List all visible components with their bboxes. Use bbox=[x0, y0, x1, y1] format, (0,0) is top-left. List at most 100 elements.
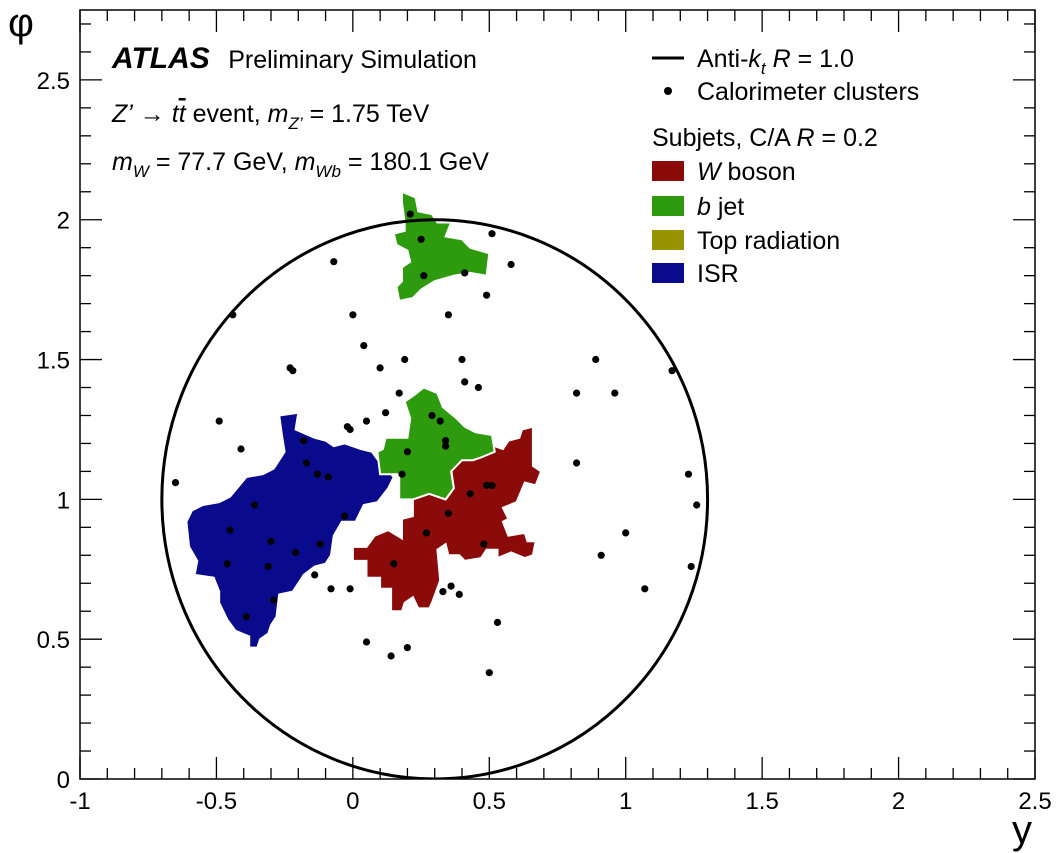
mwb-value: = 180.1 GeV bbox=[341, 148, 489, 176]
top-symbol: t bbox=[172, 100, 180, 128]
event-word: event, bbox=[186, 100, 268, 128]
cluster-point bbox=[215, 417, 223, 425]
cluster-point bbox=[687, 562, 695, 571]
legend-subjets-value: = 0.2 bbox=[815, 124, 878, 152]
cluster-point bbox=[346, 425, 354, 434]
cluster-point bbox=[444, 311, 452, 319]
cluster-point bbox=[480, 540, 488, 548]
cluster-point bbox=[242, 613, 250, 621]
cluster-point bbox=[420, 272, 428, 280]
cluster-point bbox=[346, 585, 354, 593]
cluster-point bbox=[251, 501, 259, 509]
y-tick-label: 1 bbox=[57, 487, 70, 514]
cluster-point bbox=[483, 481, 491, 489]
y-tick-label: 0.5 bbox=[37, 627, 70, 654]
legend-subjets-prefix: Subjets, C/A bbox=[652, 124, 797, 152]
svg-text:b jet: b jet bbox=[697, 193, 744, 221]
cluster-point bbox=[455, 590, 463, 599]
atlas-label: ATLAS Preliminary Simulation Z’ → tt eve… bbox=[111, 42, 489, 181]
cluster-point bbox=[330, 258, 338, 266]
y-tick-label: 2.5 bbox=[37, 68, 70, 95]
cluster-point bbox=[592, 355, 600, 364]
x-tick-label: -0.5 bbox=[196, 788, 237, 815]
mw-value: = 77.7 GeV, bbox=[149, 148, 295, 176]
mwb-symbol: m bbox=[295, 148, 316, 176]
x-tick-label: 1.5 bbox=[745, 788, 778, 815]
legend-w-label: boson bbox=[721, 158, 796, 186]
plot-frame bbox=[79, 9, 1036, 780]
cluster-point bbox=[493, 618, 502, 627]
legend-antikt-prefix: Anti- bbox=[697, 45, 748, 73]
cluster-point bbox=[387, 652, 395, 660]
cluster-point bbox=[488, 481, 496, 489]
x-axis-title: y bbox=[1012, 808, 1032, 852]
cluster-point bbox=[442, 442, 450, 450]
x-tick-label: 0.5 bbox=[473, 788, 506, 815]
cluster-point bbox=[267, 537, 275, 545]
cluster-point bbox=[485, 669, 493, 677]
mw-subscript: W bbox=[133, 162, 151, 181]
cluster-point bbox=[406, 210, 414, 218]
cluster-point bbox=[223, 560, 231, 568]
legend-b-swatch bbox=[652, 196, 684, 216]
legend-entry-top-radiation: Top radiation bbox=[652, 227, 840, 255]
cluster-point bbox=[461, 378, 469, 386]
cluster-point bbox=[398, 470, 406, 478]
cluster-point bbox=[292, 548, 300, 557]
cluster-point bbox=[300, 437, 308, 445]
zprime-mass-value: = 1.75 TeV bbox=[303, 100, 430, 128]
legend-entry-w-boson: W boson bbox=[652, 158, 796, 186]
cluster-point bbox=[668, 367, 676, 375]
cluster-point bbox=[474, 383, 482, 392]
cluster-point bbox=[483, 291, 491, 299]
mass-subscript: Z’ bbox=[287, 114, 302, 133]
cluster-point bbox=[362, 417, 371, 425]
legend-w-swatch bbox=[652, 161, 684, 181]
legend-entry-b-jet: b jet bbox=[652, 193, 744, 221]
zprime-symbol: Z’ bbox=[111, 100, 133, 128]
cluster-point bbox=[439, 588, 447, 596]
cluster-point bbox=[395, 389, 403, 397]
cluster-point bbox=[316, 540, 324, 548]
cluster-point bbox=[573, 459, 581, 467]
cluster-point bbox=[324, 473, 332, 481]
cluster-point bbox=[507, 260, 515, 269]
legend-k-subscript: t bbox=[761, 59, 767, 78]
x-tick-label: 0 bbox=[346, 788, 359, 815]
legend-isr-label: ISR bbox=[697, 260, 739, 288]
x-tick-label: 2 bbox=[892, 788, 905, 815]
region-isr bbox=[185, 411, 396, 649]
cluster-point bbox=[436, 417, 444, 425]
cluster-point bbox=[461, 269, 469, 277]
cluster-point bbox=[313, 470, 321, 478]
x-tick-label: 1 bbox=[619, 788, 632, 815]
axis-ticks bbox=[79, 10, 1036, 780]
cluster-point bbox=[447, 582, 455, 590]
cluster-point bbox=[270, 596, 278, 604]
cluster-point bbox=[403, 448, 411, 456]
legend-k-symbol: k bbox=[748, 45, 762, 73]
atlas-sub-text: Preliminary Simulation bbox=[228, 46, 477, 74]
svg-text:W boson: W boson bbox=[697, 158, 796, 186]
y-axis-title: φ bbox=[8, 1, 34, 45]
cluster-point bbox=[376, 364, 384, 372]
cluster-point bbox=[401, 355, 409, 364]
legend-dot-swatch bbox=[664, 87, 672, 95]
legend-subjets-r: R bbox=[797, 124, 815, 152]
cluster-point bbox=[382, 409, 390, 417]
legend-r-symbol: R bbox=[766, 45, 791, 73]
cluster-point bbox=[641, 585, 649, 593]
cluster-point bbox=[403, 644, 411, 652]
cluster-point bbox=[289, 367, 297, 375]
legend-entry-clusters: Calorimeter clusters bbox=[664, 78, 919, 106]
legend-r-value: = 1.0 bbox=[791, 45, 854, 73]
x-tick-label: 2.5 bbox=[1018, 788, 1051, 815]
svg-text:ATLAS Preliminary Simula: ATLAS Preliminary Simulation bbox=[111, 42, 477, 75]
cluster-point bbox=[171, 479, 180, 487]
cluster-point bbox=[611, 389, 619, 397]
y-tick-label: 1.5 bbox=[37, 348, 70, 375]
cluster-point bbox=[360, 342, 368, 350]
cluster-point bbox=[693, 501, 701, 509]
legend-w-symbol: W bbox=[697, 158, 723, 186]
